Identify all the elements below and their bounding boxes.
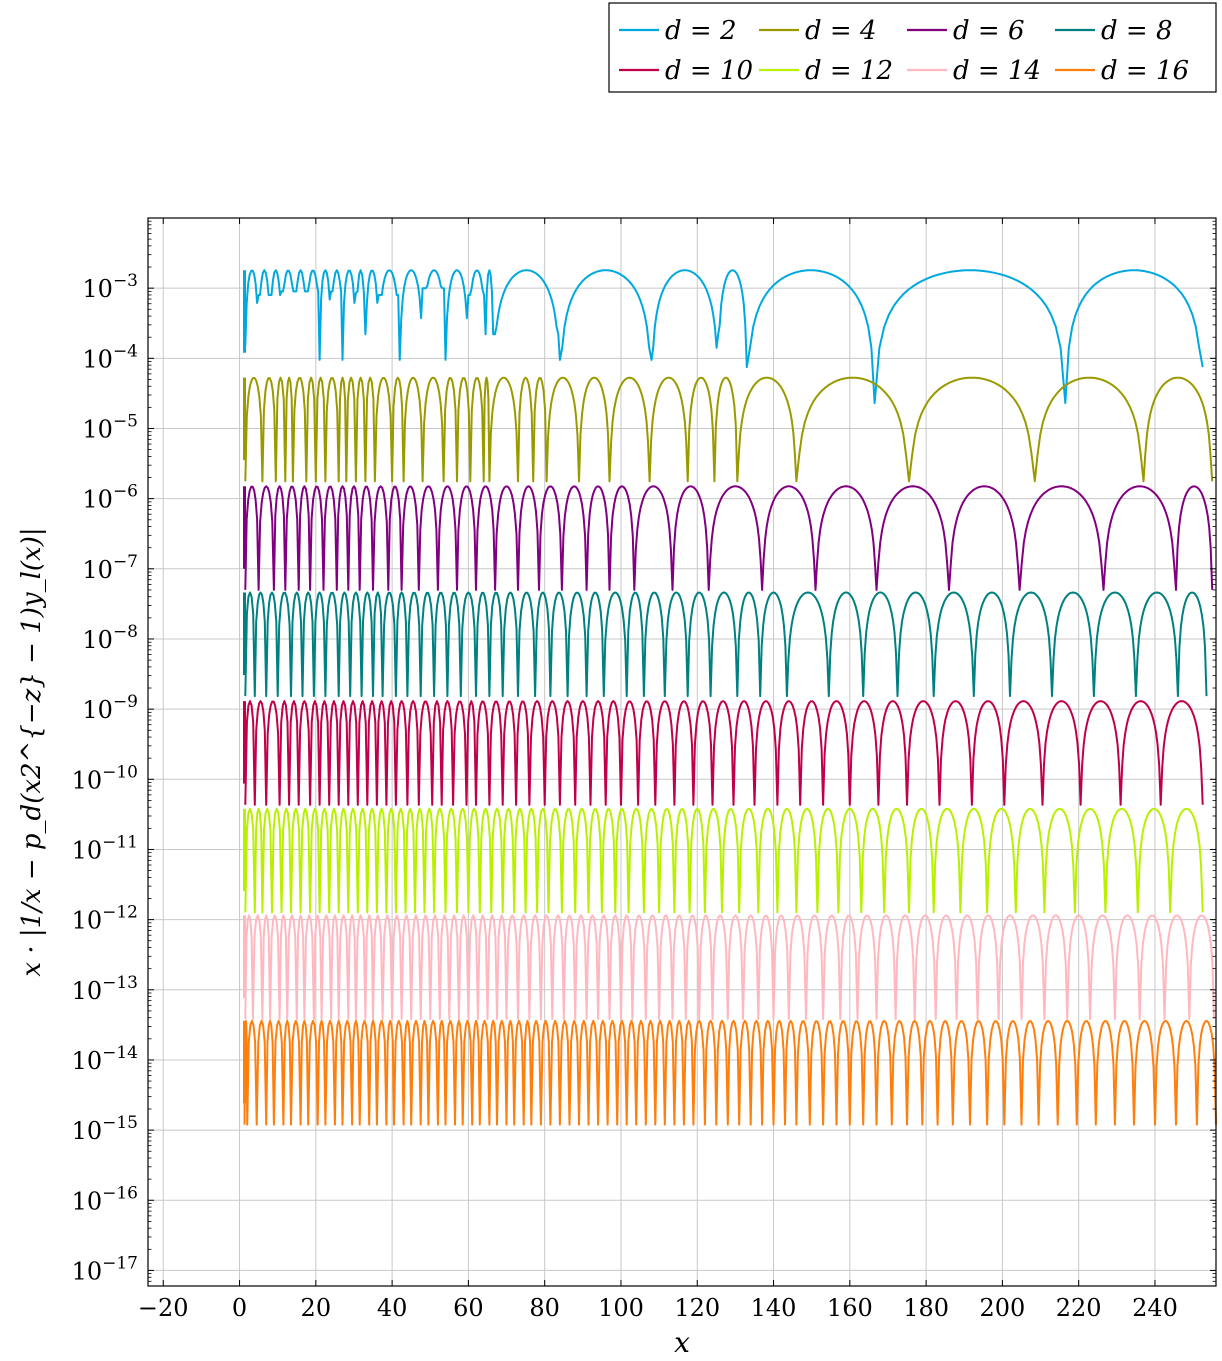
x-tick-label: 220 [1056, 1294, 1102, 1322]
series-line-8 [243, 1019, 1217, 1126]
series-group [243, 269, 1217, 1126]
y-axis-title: x · |1/x − p_d(x2^{−z} − 1)y_l(x)| [17, 527, 47, 976]
x-tick-label: 0 [232, 1294, 247, 1322]
y-tick-label: 10−13 [72, 973, 138, 1005]
series-line-3 [244, 485, 1214, 591]
x-tick-label: −20 [138, 1294, 189, 1322]
x-tick-label: 80 [529, 1294, 560, 1322]
y-tick-label: 10−9 [82, 692, 138, 724]
series-line-7 [244, 914, 1216, 1020]
y-tick-label: 10−15 [72, 1113, 138, 1145]
series-line-4 [244, 591, 1208, 698]
x-tick-label: 140 [751, 1294, 797, 1322]
x-tick-label: 100 [598, 1294, 644, 1322]
x-tick-label: 120 [674, 1294, 720, 1322]
x-tick-label: 60 [453, 1294, 484, 1322]
x-tick-label: 160 [827, 1294, 873, 1322]
y-tick-label: 10−8 [82, 622, 138, 654]
y-tick-label: 10−17 [72, 1253, 138, 1285]
series-line-6 [244, 807, 1204, 914]
x-axis-title: x [674, 1326, 690, 1359]
y-tick-label: 10−10 [72, 762, 138, 794]
y-tick-label: 10−6 [82, 482, 138, 514]
series-line-5 [244, 700, 1204, 806]
x-tick-label: 20 [301, 1294, 332, 1322]
y-tick-label: 10−16 [72, 1183, 138, 1215]
y-tick-label: 10−5 [82, 411, 138, 443]
y-tick-label: 10−12 [72, 903, 138, 935]
y-tick-label: 10−14 [72, 1043, 138, 1075]
plot-frame [147, 217, 1217, 1287]
series-line-1 [244, 269, 1204, 405]
y-tick-label: 10−11 [72, 832, 138, 864]
legend: d = 2 d = 4 d = 6 d = 8 d = 10 d = 12 d = 14 d … [608, 2, 1217, 93]
ticks: −20 0 20 40 60 80 100 120 140 160 180 200 220 240 10−1… [72, 218, 1216, 1322]
legend-label: d = 8 [1101, 16, 1173, 46]
y-tick-label: 10−4 [82, 341, 138, 373]
legend-label: d = 6 [953, 16, 1025, 46]
x-tick-label: 180 [903, 1294, 949, 1322]
legend-label: d = 2 [665, 16, 737, 46]
legend-label: d = 12 [805, 56, 893, 86]
x-tick-label: 200 [979, 1294, 1025, 1322]
x-tick-label: 240 [1132, 1294, 1178, 1322]
legend-label: d = 10 [665, 56, 753, 86]
y-tick-label: 10−7 [82, 552, 138, 584]
legend-label: d = 4 [805, 16, 877, 46]
legend-label: d = 14 [953, 56, 1041, 86]
legend-box [608, 2, 1217, 93]
legend-label: d = 16 [1101, 56, 1189, 86]
x-tick-label: 40 [377, 1294, 408, 1322]
y-tick-label: 10−3 [82, 271, 138, 303]
series-line-2 [244, 376, 1214, 483]
